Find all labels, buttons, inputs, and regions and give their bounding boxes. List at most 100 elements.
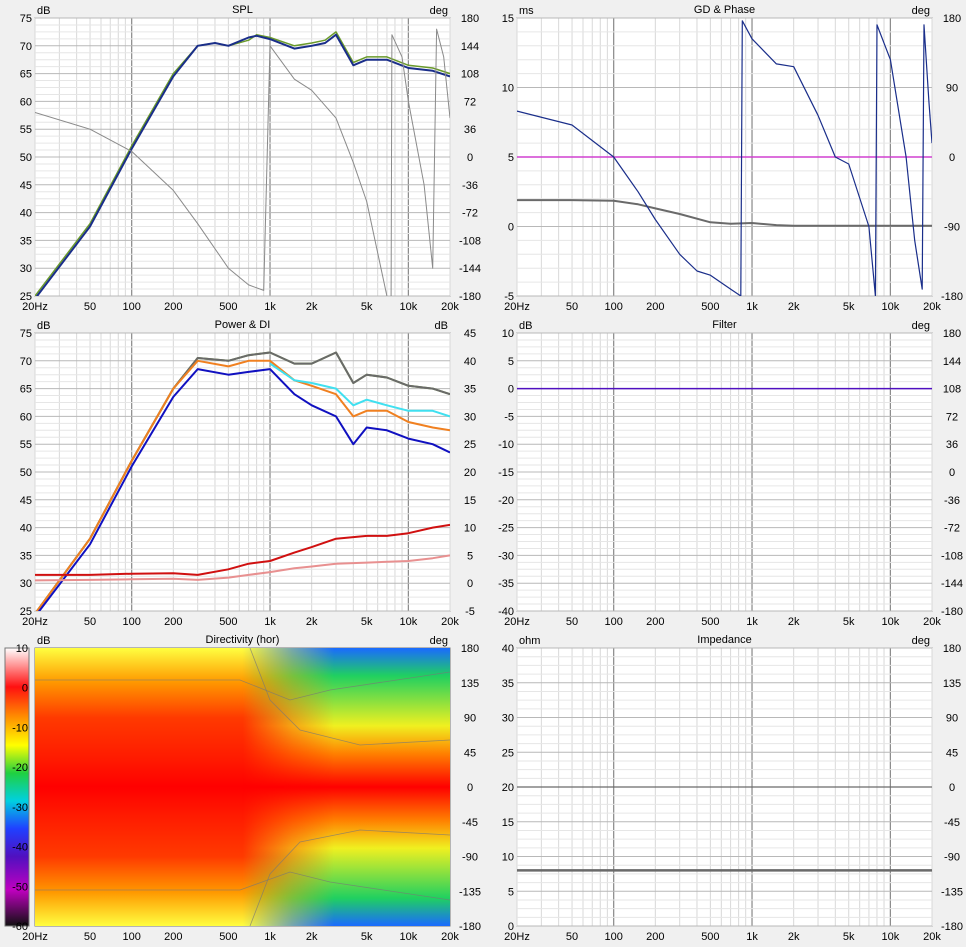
directivity-scale-tick: 10 <box>16 643 28 655</box>
spl-right-tick: -108 <box>459 235 481 247</box>
powerdi-left-unit: dB <box>37 320 50 332</box>
gdphase-left-tick: 5 <box>508 152 514 164</box>
directivity-scale-tick: -40 <box>12 842 28 854</box>
filter-left-tick: 10 <box>502 328 514 340</box>
gdphase-x-tick: 200 <box>646 301 664 313</box>
filter-left-tick: -5 <box>504 411 514 423</box>
gdphase-series-2 <box>517 20 932 296</box>
gdphase-left-tick: -5 <box>504 291 514 303</box>
spl-x-tick: 20Hz <box>22 301 48 313</box>
impedance-left-tick: 5 <box>508 886 514 898</box>
powerdi-right-tick: 10 <box>464 523 476 535</box>
directivity-right-tick: -180 <box>459 921 481 933</box>
filter-left-tick: -35 <box>498 578 514 590</box>
spl-x-tick: 50 <box>84 301 96 313</box>
powerdi-x-tick: 100 <box>123 616 141 628</box>
filter-left-tick: -25 <box>498 523 514 535</box>
directivity-contour <box>35 871 450 901</box>
directivity-title: Directivity (hor) <box>206 634 280 646</box>
directivity-right-tick: 180 <box>461 643 479 655</box>
impedance-left-tick: 0 <box>508 921 514 933</box>
filter-right-tick: 36 <box>946 439 958 451</box>
filter-right-tick: -180 <box>941 606 963 618</box>
powerdi-x-tick: 50 <box>84 616 96 628</box>
directivity-x-tick: 20Hz <box>22 931 48 943</box>
directivity-scale-tick: -50 <box>12 881 28 893</box>
impedance-left-tick: 30 <box>502 713 514 725</box>
filter-left-tick: -15 <box>498 467 514 479</box>
impedance-left-tick: 15 <box>502 817 514 829</box>
powerdi-left-tick: 45 <box>20 495 32 507</box>
powerdi-series-4 <box>38 368 450 611</box>
directivity-scale-tick: -10 <box>12 722 28 734</box>
spl-x-tick: 5k <box>361 301 373 313</box>
filter-x-tick: 10k <box>881 616 899 628</box>
filter-right-tick: -108 <box>941 550 963 562</box>
spl-x-tick: 200 <box>164 301 182 313</box>
gdphase-left-tick: 15 <box>502 13 514 25</box>
powerdi-series-3 <box>269 362 450 418</box>
directivity-scale-tick: 0 <box>22 683 28 695</box>
filter-right-tick: 144 <box>943 356 961 368</box>
impedance-x-tick: 20k <box>923 931 941 943</box>
powerdi-grid <box>34 332 451 612</box>
directivity-right-tick: 135 <box>461 678 479 690</box>
gdphase-x-tick: 50 <box>566 301 578 313</box>
spl-left-tick: 50 <box>20 152 32 164</box>
spl-left-tick: 30 <box>20 263 32 275</box>
spl-left-tick: 60 <box>20 96 32 108</box>
spl-title: SPL <box>232 4 253 16</box>
filter-right-tick: -36 <box>944 495 960 507</box>
spl-right-unit: deg <box>430 5 448 17</box>
spl-left-tick: 65 <box>20 69 32 81</box>
directivity-x-tick: 50 <box>84 931 96 943</box>
spl-right-tick: 108 <box>461 69 479 81</box>
directivity-heatmap <box>35 648 450 926</box>
impedance-left-unit: ohm <box>519 635 540 647</box>
impedance-left-tick: 25 <box>502 747 514 759</box>
powerdi-right-tick: 35 <box>464 384 476 396</box>
spl-chart: SPL dB deg 75 70 65 60 55 50 45 40 35 30 25 180 144 108 7… <box>20 4 481 313</box>
filter-x-tick: 5k <box>843 616 855 628</box>
filter-right-tick: 0 <box>949 467 955 479</box>
impedance-right-tick: 135 <box>943 678 961 690</box>
powerdi-right-tick: 25 <box>464 439 476 451</box>
spl-right-tick: -36 <box>462 180 478 192</box>
directivity-scale-tick: -60 <box>12 921 28 933</box>
powerdi-left-tick: 25 <box>20 606 32 618</box>
spl-left-tick: 55 <box>20 124 32 136</box>
directivity-scale-tick: -30 <box>12 802 28 814</box>
directivity-x-tick: 500 <box>219 931 237 943</box>
filter-right-unit: deg <box>912 320 930 332</box>
powerdi-right-tick: 45 <box>464 328 476 340</box>
spl-left-tick: 45 <box>20 180 32 192</box>
directivity-right-tick: -135 <box>459 886 481 898</box>
gdphase-left-tick: 10 <box>502 83 514 95</box>
gdphase-x-tick: 5k <box>843 301 855 313</box>
filter-title: Filter <box>712 319 737 331</box>
gdphase-right-tick: -180 <box>941 291 963 303</box>
spl-left-tick: 70 <box>20 41 32 53</box>
gdphase-series-1 <box>517 199 932 227</box>
directivity-right-tick: 45 <box>464 747 476 759</box>
filter-left-tick: -10 <box>498 439 514 451</box>
spl-right-tick: 144 <box>461 41 479 53</box>
spl-series-0 <box>35 31 450 296</box>
powerdi-title: Power & DI <box>215 319 271 331</box>
filter-left-tick: -20 <box>498 495 514 507</box>
powerdi-right-tick: 20 <box>464 467 476 479</box>
filter-x-tick: 1k <box>746 616 758 628</box>
powerdi-left-tick: 60 <box>20 411 32 423</box>
gdphase-x-tick: 20Hz <box>504 301 530 313</box>
spl-x-tick: 500 <box>219 301 237 313</box>
spl-series-2 <box>35 45 388 296</box>
powerdi-right-unit: dB <box>435 320 448 332</box>
spl-right-tick: -144 <box>459 263 481 275</box>
powerdi-right-tick: 30 <box>464 411 476 423</box>
powerdi-right-tick: 5 <box>467 550 473 562</box>
gdphase-right-tick: 90 <box>946 83 958 95</box>
impedance-right-tick: -90 <box>944 852 960 864</box>
